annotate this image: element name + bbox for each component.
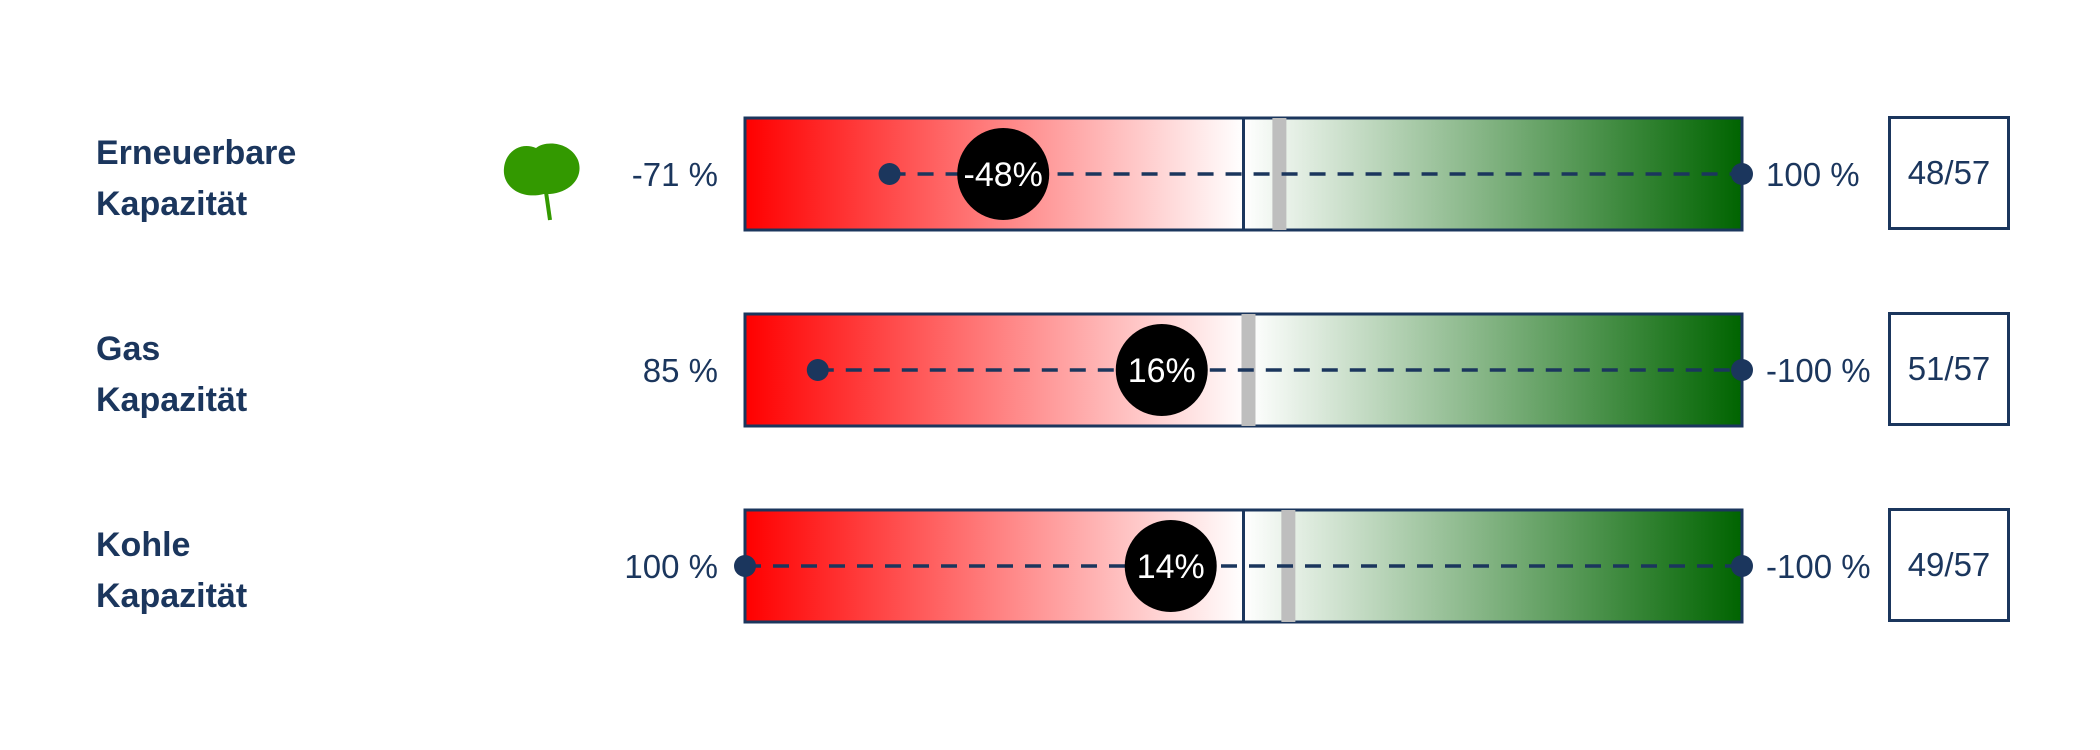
value-bubble — [1124, 520, 1217, 612]
start-value-label: 100 % — [624, 548, 718, 585]
row-label-line: Kapazität — [96, 577, 248, 615]
end-value-label: -100 % — [1766, 352, 1871, 389]
end-value-label: -100 % — [1766, 548, 1871, 585]
indicator-row: Gas Kapazität 16% 85 % -100 % 51/57 — [0, 312, 2100, 432]
value-bubble — [1115, 324, 1208, 416]
range-end-dot — [1731, 163, 1753, 185]
range-bar: -48% -71 % 100 % — [632, 116, 1860, 232]
start-value-label: 85 % — [643, 352, 718, 389]
range-bar: 14% 100 % -100 % — [624, 508, 1871, 624]
value-bubble — [957, 128, 1050, 220]
score-box: 51/57 — [1888, 312, 2010, 426]
row-label: Gas Kapazität — [96, 324, 396, 426]
reference-marker — [1272, 118, 1287, 230]
range-bar: 16% 85 % -100 % — [643, 312, 1871, 428]
indicator-row: Kohle Kapazität 14% 100 % -100 % 49/57 — [0, 508, 2100, 628]
start-value-label: -71 % — [632, 156, 718, 193]
range-end-dot — [1731, 359, 1753, 381]
value-bubble-label: -48% — [964, 156, 1043, 194]
score-box: 49/57 — [1888, 508, 2010, 622]
range-start-dot — [878, 163, 901, 185]
leaf-icon — [503, 143, 580, 221]
row-label-line: Kapazität — [96, 381, 248, 419]
row-label-line: Kapazität — [96, 185, 248, 223]
row-label-line: Kohle — [96, 526, 191, 564]
row-label: Kohle Kapazität — [96, 520, 396, 622]
range-end-dot — [1731, 555, 1753, 577]
end-value-label: 100 % — [1766, 156, 1860, 193]
row-label-line: Erneuerbare — [96, 134, 297, 172]
value-bubble-label: 14% — [1137, 548, 1205, 586]
row-label: Erneuerbare Kapazität — [96, 128, 396, 230]
row-label-line: Gas — [96, 330, 161, 368]
value-bubble-label: 16% — [1128, 352, 1196, 390]
indicator-row: Erneuerbare Kapazität -48% -71 % 100 % 48/57 — [0, 116, 2100, 236]
range-start-dot — [734, 555, 756, 577]
score-box: 48/57 — [1888, 116, 2010, 230]
range-start-dot — [806, 359, 829, 381]
